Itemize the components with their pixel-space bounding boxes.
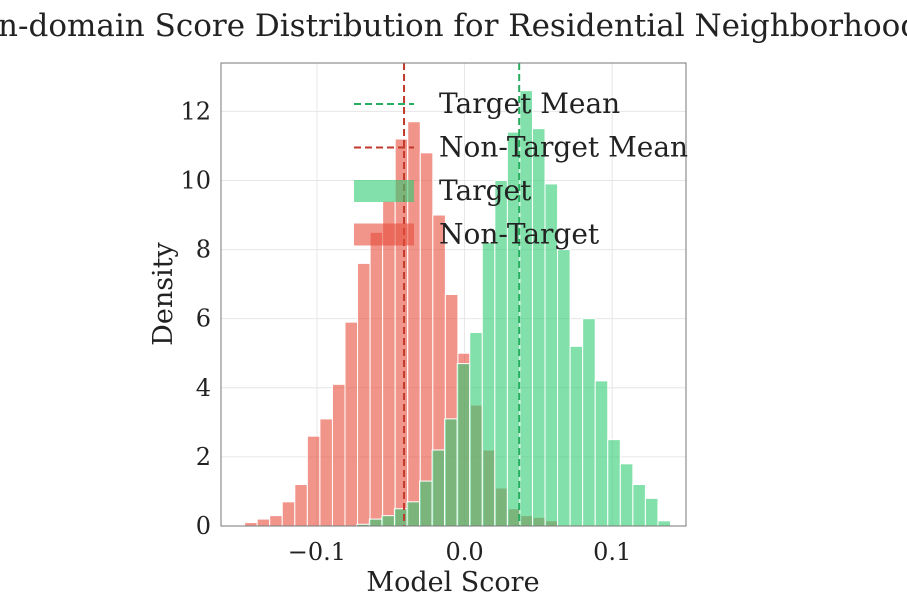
- histogram-bar: [294, 484, 308, 527]
- histogram-bar: [306, 435, 321, 527]
- histogram-bar: [481, 242, 496, 527]
- histogram-bar: [594, 380, 609, 527]
- histogram-bar: [381, 515, 395, 527]
- chart-title: In-domain Score Distribution for Residen…: [0, 8, 907, 44]
- y-tick-label: 2: [196, 443, 211, 471]
- y-tick-label: 10: [180, 166, 211, 194]
- y-tick-label: 8: [196, 236, 211, 264]
- histogram-bar: [406, 501, 421, 527]
- x-tick-label: 0.1: [593, 538, 631, 566]
- histogram-bar: [456, 363, 471, 527]
- x-tick-label: −0.1: [288, 538, 346, 566]
- x-axis-ticks: −0.1 0.0 0.1: [288, 538, 631, 566]
- histogram-bar: [281, 501, 296, 527]
- histogram-bar: [557, 249, 571, 527]
- histogram-bar: [357, 262, 371, 527]
- histogram-bar: [269, 515, 283, 527]
- histogram-bar: [419, 480, 433, 527]
- legend-label: Non-Target Mean: [439, 131, 688, 164]
- plot-frame: [220, 62, 687, 527]
- histogram-bar: [607, 439, 621, 527]
- legend-patch-swatch: [354, 223, 414, 246]
- histogram-bar: [369, 231, 384, 527]
- histogram-bar: [431, 449, 446, 527]
- target-bars: [356, 90, 672, 527]
- histogram-bar: [382, 200, 396, 527]
- histogram-bar: [393, 508, 408, 527]
- legend: Target Mean Non-Target Mean Target Non-Targ…: [354, 87, 688, 251]
- legend-label: Non-Target: [439, 218, 600, 251]
- histogram-bar: [531, 128, 546, 527]
- mean-lines: [403, 63, 521, 526]
- histogram-bar: [368, 518, 383, 527]
- y-tick-label: 12: [180, 97, 211, 125]
- histogram-bar: [331, 383, 346, 527]
- legend-label: Target: [439, 174, 532, 207]
- histogram-bar: [419, 152, 434, 527]
- y-axis-ticks: 0 2 4 6 8 10 12: [180, 97, 211, 540]
- histogram-bar: [569, 345, 584, 527]
- histogram-bar: [319, 418, 333, 527]
- x-axis-label: Model Score: [366, 567, 539, 598]
- x-tick-label: 0.0: [445, 538, 483, 566]
- legend-patch-swatch: [354, 180, 414, 202]
- y-tick-label: 4: [196, 374, 211, 402]
- histogram-bar: [657, 520, 672, 527]
- histogram-bar: [444, 418, 458, 527]
- y-axis-label: Density: [148, 241, 179, 345]
- histogram-bar: [469, 332, 483, 527]
- histogram-bar: [619, 463, 634, 527]
- histogram-bar: [582, 318, 596, 527]
- y-tick-label: 0: [196, 512, 211, 540]
- histogram-bar: [244, 522, 258, 527]
- y-tick-label: 6: [196, 305, 211, 333]
- histogram-bar: [644, 497, 659, 527]
- histogram-bar: [344, 321, 359, 527]
- histogram-bar: [632, 484, 646, 527]
- legend-label: Target Mean: [439, 87, 620, 120]
- histogram-bar: [256, 518, 271, 527]
